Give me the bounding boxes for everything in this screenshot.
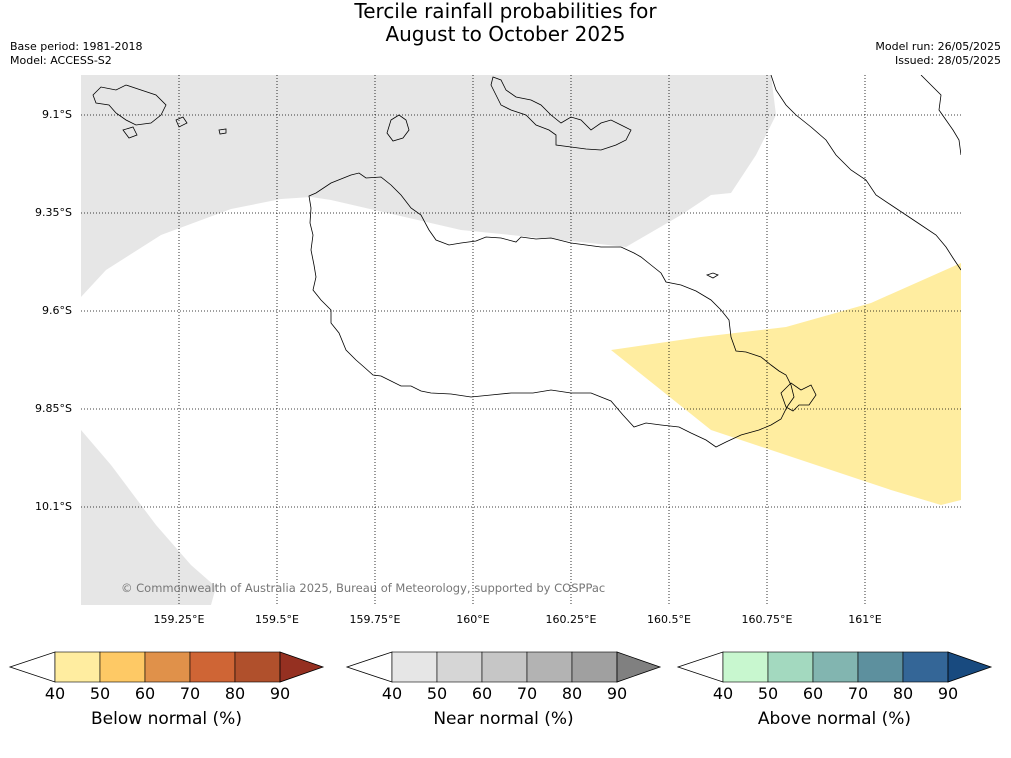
lat-label: 9.35°S	[35, 206, 72, 219]
colorbar-tick-label: 80	[892, 684, 914, 703]
map-panel	[81, 75, 961, 605]
colorbar-tick-label: 40	[712, 684, 734, 703]
northwest-islet	[175, 116, 188, 128]
malaita-coastline	[770, 75, 961, 271]
colorbar-tick-label: 60	[802, 684, 824, 703]
islet-east	[705, 272, 719, 279]
guadalcanal-coastline	[308, 172, 795, 448]
colorbar-segment	[99, 651, 146, 683]
colorbar-segment	[526, 651, 573, 683]
colorbar-title: Near normal (%)	[433, 709, 574, 729]
copyright-notice: © Commonwealth of Australia 2025, Bureau…	[121, 581, 606, 595]
colorbar-extend-high	[279, 651, 325, 683]
colorbar-extend-high	[947, 651, 993, 683]
nggela-islands	[490, 76, 632, 151]
colorbar-segment	[234, 651, 281, 683]
colorbar-extend-low	[8, 651, 56, 683]
colorbar-tick-label: 70	[847, 684, 869, 703]
colorbar-tick-label: 90	[606, 684, 628, 703]
colorbar-segment	[722, 651, 769, 683]
colorbar-tick-label: 60	[134, 684, 156, 703]
meta-left: Base period: 1981-2018 Model: ACCESS-S2	[10, 40, 142, 68]
colorbar-segment	[902, 651, 949, 683]
colorbar-tick-label: 70	[179, 684, 201, 703]
title-line-2: August to October 2025	[385, 22, 626, 46]
lon-label: 160°E	[456, 613, 490, 626]
lat-label: 9.6°S	[42, 304, 72, 317]
lon-label: 160.75°E	[741, 613, 793, 626]
colorbar-legends	[8, 651, 993, 683]
colorbar-tick-label: 50	[757, 684, 779, 703]
near-normal-region-north	[81, 75, 776, 297]
lon-label: 159.75°E	[349, 613, 401, 626]
lat-label: 9.85°S	[35, 402, 72, 415]
colorbar-segment	[144, 651, 191, 683]
colorbar-tick-label: 50	[89, 684, 111, 703]
lon-label: 160.5°E	[647, 613, 691, 626]
lon-label: 159.5°E	[255, 613, 299, 626]
below-normal-region	[611, 263, 961, 505]
island-central-north	[386, 114, 410, 142]
colorbar-tick-label: 40	[44, 684, 66, 703]
colorbar-segment	[391, 651, 438, 683]
northwest-islet-3	[218, 128, 227, 135]
colorbar-tick-label: 80	[561, 684, 583, 703]
lon-label: 159.25°E	[153, 613, 205, 626]
colorbar-tick-label: 60	[471, 684, 493, 703]
graticule	[81, 75, 961, 605]
colorbar-segment	[54, 651, 101, 683]
colorbar-segment	[767, 651, 814, 683]
model-name: Model: ACCESS-S2	[10, 54, 112, 67]
colorbar-segment	[571, 651, 618, 683]
colorbar-extend-low	[676, 651, 724, 683]
coastlines	[92, 75, 961, 448]
colorbar-tick-label: 50	[426, 684, 448, 703]
lon-label: 160.25°E	[545, 613, 597, 626]
lat-label: 10.1°S	[35, 500, 72, 513]
chart-title: Tercile rainfall probabilities for Augus…	[0, 0, 1011, 46]
lat-label: 9.1°S	[42, 108, 72, 121]
colorbar-segment	[481, 651, 528, 683]
colorbar-tick-label: 70	[516, 684, 538, 703]
issued-date: Issued: 28/05/2025	[894, 54, 1001, 67]
lon-label: 161°E	[848, 613, 882, 626]
colorbar-segment	[189, 651, 236, 683]
colorbar-segment	[857, 651, 904, 683]
map-canvas	[81, 75, 961, 605]
colorbar-extend-high	[616, 651, 662, 683]
colorbar-tick-label: 80	[224, 684, 246, 703]
colorbar-tick-label: 90	[269, 684, 291, 703]
colorbar-segment	[812, 651, 859, 683]
colorbar-segment	[436, 651, 483, 683]
title-line-1: Tercile rainfall probabilities for	[354, 0, 657, 23]
colorbar-title: Above normal (%)	[757, 709, 912, 729]
northwest-islet-2	[122, 126, 138, 139]
northwest-islands	[92, 84, 167, 126]
near-normal-region-southwest	[81, 430, 216, 605]
model-run: Model run: 26/05/2025	[875, 40, 1001, 53]
base-period: Base period: 1981-2018	[10, 40, 143, 53]
meta-right: Model run: 26/05/2025 Issued: 28/05/2025	[875, 40, 1001, 68]
colorbar-title: Below normal (%)	[91, 709, 242, 729]
colorbar-tick-label: 90	[937, 684, 959, 703]
colorbar-tick-label: 40	[381, 684, 403, 703]
colorbar-extend-low	[345, 651, 393, 683]
